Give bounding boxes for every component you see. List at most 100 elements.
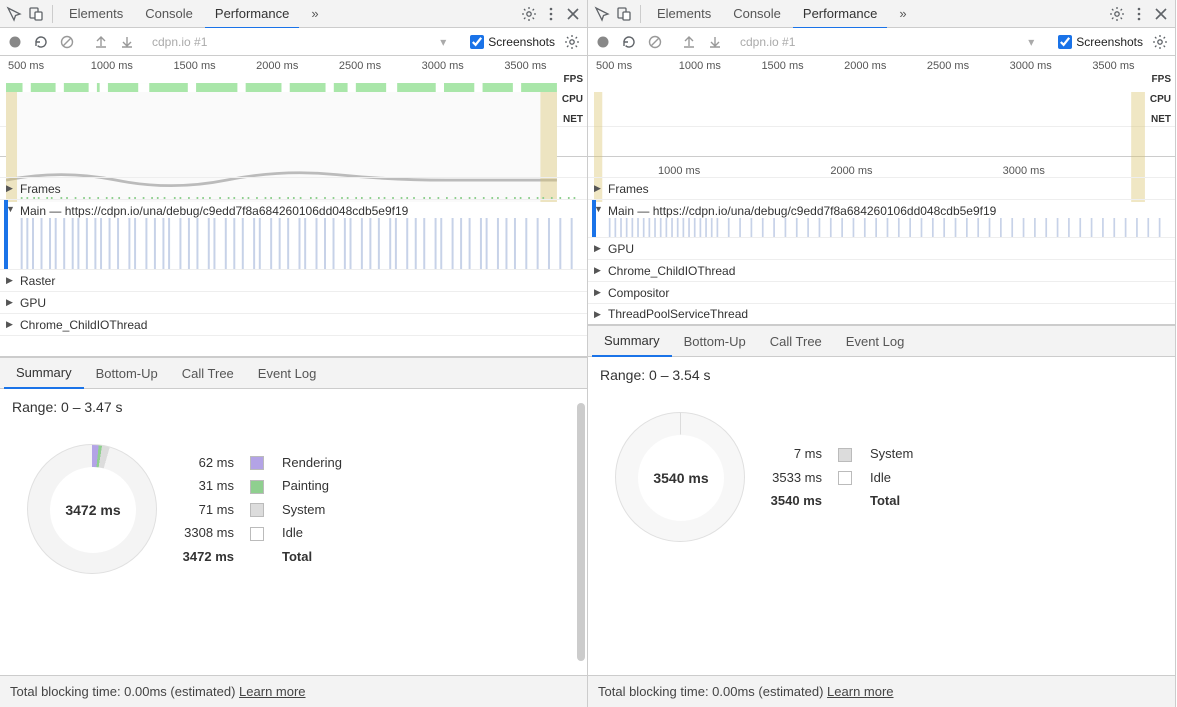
track-threadpool[interactable]: ▶ ThreadPoolServiceThread <box>588 303 1175 325</box>
track-truncated[interactable] <box>0 335 587 357</box>
clear-icon[interactable] <box>646 33 664 51</box>
track-main-label: Main — https://cdpn.io/una/debug/c9edd7f… <box>608 204 996 218</box>
screenshots-checkbox[interactable]: Screenshots <box>1058 35 1143 49</box>
top-tabbar: Elements Console Performance » <box>0 0 587 28</box>
download-icon[interactable] <box>118 33 136 51</box>
close-icon[interactable] <box>563 4 583 24</box>
btab-eventlog[interactable]: Event Log <box>246 359 329 388</box>
legend-row: 62 msRendering <box>172 450 350 474</box>
status-footer: Total blocking time: 0.00ms (estimated) … <box>588 675 1175 707</box>
track-main[interactable]: ▼ Main — https://cdpn.io/una/debug/c9edd… <box>588 199 1175 237</box>
track-frames[interactable]: ▶ Frames <box>588 177 1175 199</box>
scrollbar[interactable] <box>577 403 585 660</box>
btab-bottomup[interactable]: Bottom-Up <box>672 327 758 356</box>
tabs-more[interactable]: » <box>301 0 328 27</box>
blocking-time-text: Total blocking time: 0.00ms (estimated) <box>598 684 827 699</box>
overview-minimap[interactable]: 500 ms1000 ms1500 ms2000 ms2500 ms3000 m… <box>588 56 1175 157</box>
perf-toolbar: cdpn.io #1 ▾ Screenshots <box>588 28 1175 56</box>
gear-icon[interactable] <box>1151 33 1169 51</box>
screenshots-label: Screenshots <box>1076 35 1143 49</box>
net-lane: NET <box>0 112 587 126</box>
learn-more-link[interactable]: Learn more <box>827 684 893 699</box>
btab-summary[interactable]: Summary <box>592 326 672 357</box>
tabs-more[interactable]: » <box>889 0 916 27</box>
bottom-tabbar: Summary Bottom-Up Call Tree Event Log <box>0 357 587 389</box>
track-compositor[interactable]: ▶ Compositor <box>588 281 1175 303</box>
track-frames[interactable]: ▶ Frames <box>0 177 587 199</box>
expand-icon[interactable]: ▶ <box>594 243 604 254</box>
fps-lane: FPS <box>588 72 1175 92</box>
overview-ruler: 500 ms1000 ms1500 ms2000 ms2500 ms3000 m… <box>588 56 1175 72</box>
flame-chart[interactable]: 1000 ms2000 ms3000 ms ▶ Frames ▼ Main — … <box>588 157 1175 325</box>
site-selector[interactable]: cdpn.io #1 ▾ <box>732 33 1042 51</box>
inspect-icon[interactable] <box>592 4 612 24</box>
close-icon[interactable] <box>1151 4 1171 24</box>
expand-icon[interactable]: ▶ <box>6 319 16 330</box>
upload-icon[interactable] <box>92 33 110 51</box>
tab-performance[interactable]: Performance <box>205 0 299 29</box>
kebab-menu-icon[interactable] <box>541 4 561 24</box>
net-lane: NET <box>588 112 1175 126</box>
gear-icon[interactable] <box>563 33 581 51</box>
fps-lane: FPS <box>0 72 587 92</box>
expand-icon[interactable]: ▶ <box>594 183 604 194</box>
tab-performance[interactable]: Performance <box>793 0 887 29</box>
track-raster[interactable]: ▶ Raster <box>0 269 587 291</box>
expand-icon[interactable]: ▶ <box>594 287 604 298</box>
site-selector[interactable]: cdpn.io #1 ▾ <box>144 33 454 51</box>
download-icon[interactable] <box>706 33 724 51</box>
kebab-menu-icon[interactable] <box>1129 4 1149 24</box>
track-main-label: Main — https://cdpn.io/una/debug/c9edd7f… <box>20 204 408 218</box>
blocking-time-text: Total blocking time: 0.00ms (estimated) <box>10 684 239 699</box>
gear-icon[interactable] <box>519 4 539 24</box>
track-threadpool-label: ThreadPoolServiceThread <box>608 307 748 321</box>
record-icon[interactable] <box>594 33 612 51</box>
record-icon[interactable] <box>6 33 24 51</box>
expand-icon[interactable]: ▶ <box>594 309 604 320</box>
expand-icon[interactable]: ▶ <box>6 275 16 286</box>
flame-chart[interactable]: 500 ms1000 ms1500 ms2000 ms2500 ms3000 m… <box>0 157 587 357</box>
track-gpu[interactable]: ▶ GPU <box>588 237 1175 259</box>
chevron-down-icon: ▾ <box>440 35 446 49</box>
btab-calltree[interactable]: Call Tree <box>758 327 834 356</box>
tab-elements[interactable]: Elements <box>59 0 133 27</box>
device-toggle-icon[interactable] <box>26 4 46 24</box>
overview-minimap[interactable]: 500 ms1000 ms1500 ms2000 ms2500 ms3000 m… <box>0 56 587 157</box>
track-childio[interactable]: ▶ Chrome_ChildIOThread <box>588 259 1175 281</box>
tab-console[interactable]: Console <box>135 0 203 27</box>
screenshots-checkbox[interactable]: Screenshots <box>470 35 555 49</box>
expand-icon[interactable]: ▶ <box>594 265 604 276</box>
reload-icon[interactable] <box>620 33 638 51</box>
legend: 62 msRendering31 msPainting71 msSystem33… <box>172 450 575 567</box>
track-gpu[interactable]: ▶ GPU <box>0 291 587 313</box>
site-text: cdpn.io #1 <box>740 35 795 49</box>
btab-summary[interactable]: Summary <box>4 358 84 389</box>
device-toggle-icon[interactable] <box>614 4 634 24</box>
site-text: cdpn.io #1 <box>152 35 207 49</box>
cpu-label: CPU <box>560 94 585 105</box>
tab-console[interactable]: Console <box>723 0 791 27</box>
btab-calltree[interactable]: Call Tree <box>170 359 246 388</box>
tab-elements[interactable]: Elements <box>647 0 721 27</box>
legend-total: 3472 msTotal <box>172 545 350 568</box>
devtools-panel-left: Elements Console Performance » cdpn.io #… <box>0 0 588 707</box>
upload-icon[interactable] <box>680 33 698 51</box>
cpu-label: CPU <box>1148 94 1173 105</box>
inspect-icon[interactable] <box>4 4 24 24</box>
track-main[interactable]: ▼ Main — https://cdpn.io/una/debug/c9edd… <box>0 199 587 269</box>
learn-more-link[interactable]: Learn more <box>239 684 305 699</box>
track-childio-label: Chrome_ChildIOThread <box>20 318 147 332</box>
selection-indicator <box>592 200 598 237</box>
perf-toolbar: cdpn.io #1 ▾ Screenshots <box>0 28 587 56</box>
track-childio-label: Chrome_ChildIOThread <box>608 264 735 278</box>
legend-row: 31 msPainting <box>172 474 350 498</box>
expand-icon[interactable]: ▶ <box>6 297 16 308</box>
btab-eventlog[interactable]: Event Log <box>834 327 917 356</box>
donut-chart: 3472 ms <box>12 429 172 589</box>
gear-icon[interactable] <box>1107 4 1127 24</box>
reload-icon[interactable] <box>32 33 50 51</box>
expand-icon[interactable]: ▶ <box>6 183 16 194</box>
btab-bottomup[interactable]: Bottom-Up <box>84 359 170 388</box>
clear-icon[interactable] <box>58 33 76 51</box>
track-childio[interactable]: ▶ Chrome_ChildIOThread <box>0 313 587 335</box>
